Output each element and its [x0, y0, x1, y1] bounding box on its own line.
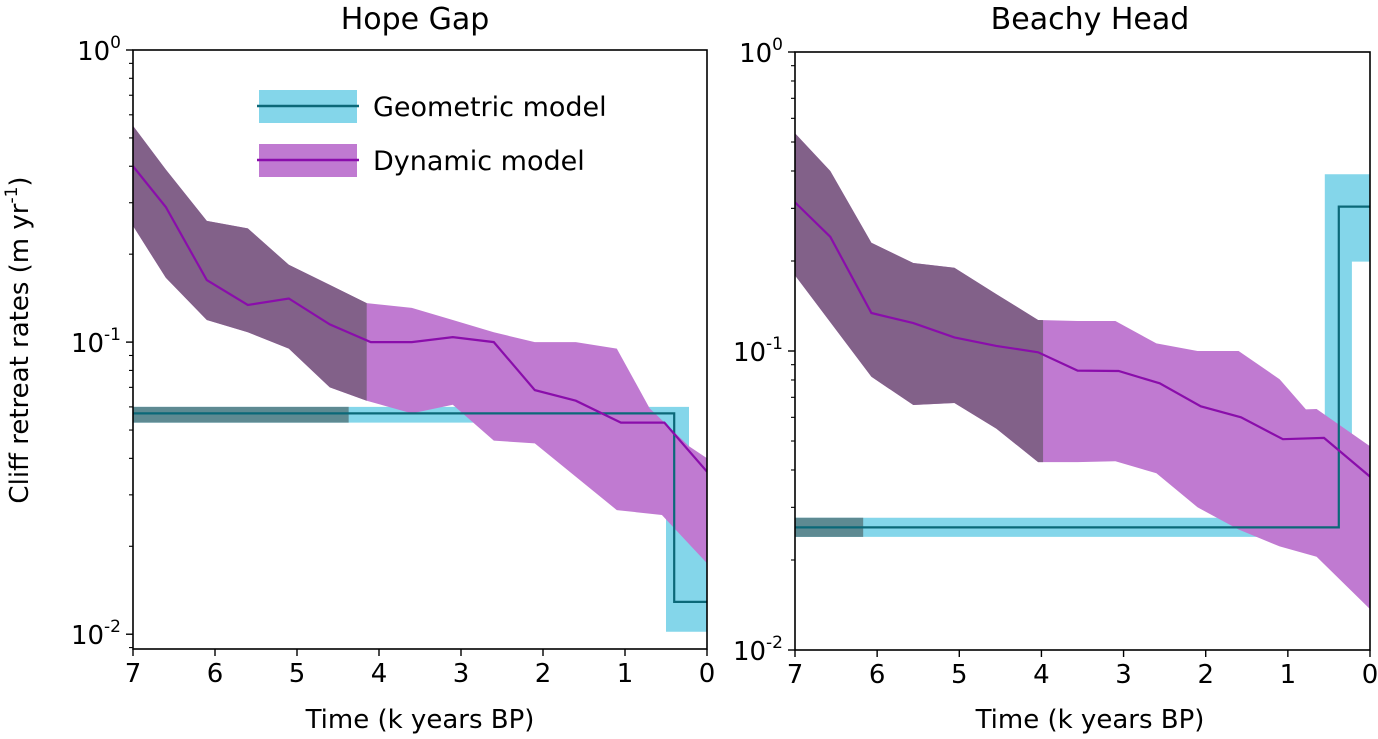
legend-geometric-label: Geometric model: [373, 92, 607, 123]
dynamic-model-line: [795, 201, 1370, 478]
x-tick-label: 7: [787, 660, 804, 690]
legend-dynamic-label: Dynamic model: [373, 146, 585, 177]
x-tick-label: 1: [617, 659, 634, 689]
panel-hope-gap: 7 6 5 4 3 2 1 0 100 10-1 10-2 Hope Gap Time (k yea…: [2, 2, 715, 735]
plot-area: 7 6 5 4 3 2 1 0 100 10-1 10-2: [71, 33, 715, 689]
y-tick-label: 10-2: [71, 617, 121, 651]
panel-title: Hope Gap: [341, 2, 490, 37]
axes-frame: [132, 49, 708, 650]
y-tick-label: 100: [739, 35, 783, 69]
x-axis-label: Time (k years BP): [975, 705, 1205, 735]
plot-body: [133, 125, 707, 632]
plot-area: 7 6 5 4 3 2 1 0 100 10-1 10-2: [733, 35, 1378, 690]
y-tick-label: 100: [77, 33, 121, 67]
y-axis-label-main: Cliff retreat rates (m yr: [5, 203, 35, 503]
geometric-model-line: [795, 205, 1370, 529]
y-tick-label: 10-1: [71, 325, 121, 359]
dynamic-model-band: [133, 125, 707, 564]
y-axis-label-close: ): [5, 176, 35, 186]
x-tick-label: 6: [869, 660, 886, 690]
dynamic-model-line: [133, 165, 707, 473]
x-tick-label: 7: [125, 659, 142, 689]
x-tick-label: 3: [453, 659, 470, 689]
panel-title: Beachy Head: [991, 2, 1190, 37]
y-axis-label-exp: -1: [2, 187, 22, 204]
x-axis-label: Time (k years BP): [305, 705, 535, 735]
y-axis-label: Cliff retreat rates (m yr-1): [2, 176, 35, 503]
x-tick-label: 4: [371, 659, 388, 689]
x-tick-label: 5: [951, 660, 968, 690]
x-tick-label: 4: [1033, 660, 1050, 690]
dynamic-model-shaded-band: [133, 125, 367, 401]
dynamic-model-shaded-band: [795, 133, 1044, 463]
x-tick-label: 2: [1197, 660, 1214, 690]
x-tick-label: 5: [289, 659, 306, 689]
geometric-model-line: [133, 412, 707, 603]
legend: Geometric model Dynamic model: [257, 90, 607, 177]
panel-beachy-head: 7 6 5 4 3 2 1 0 100 10-1 10-2 Beachy Head Time (k …: [733, 2, 1378, 735]
y-tick-label: 10-2: [733, 633, 783, 667]
x-tick-label: 1: [1280, 660, 1297, 690]
x-tick-label: 0: [1362, 660, 1378, 690]
geometric-model-shaded-band: [133, 406, 349, 423]
x-tick-label: 6: [207, 659, 224, 689]
y-tick-label: 10-1: [733, 334, 783, 368]
x-tick-label: 0: [699, 659, 716, 689]
plot-body: [795, 133, 1370, 610]
x-tick-label: 3: [1115, 660, 1132, 690]
x-tick-label: 2: [535, 659, 552, 689]
